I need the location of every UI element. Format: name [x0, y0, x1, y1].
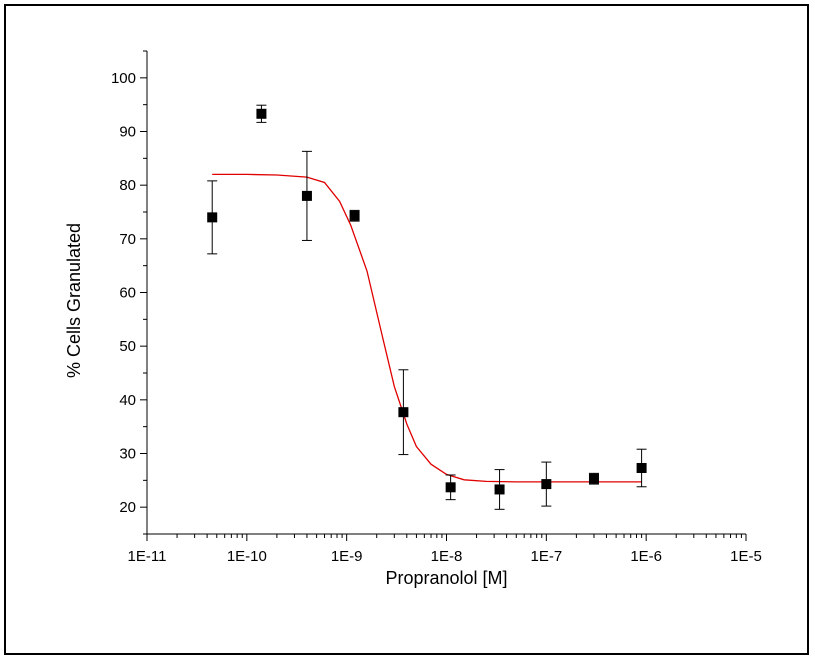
fit-line-layer [212, 173, 642, 483]
data-point [349, 210, 360, 221]
axes: 20 30 40 50 60 70 80 90 100 1E-11 1E-10 1E-9 1E-8 1E-… [111, 50, 762, 565]
y-tick-label: 20 [119, 499, 136, 516]
y-tick-label: 60 [119, 285, 136, 302]
y-tick-label: 40 [119, 392, 136, 409]
x-tick-label: 1E-5 [730, 548, 762, 565]
chart-frame [4, 4, 809, 655]
data-point [588, 473, 599, 484]
error-bar-layer [207, 104, 647, 510]
data-point [256, 108, 267, 119]
y-tick-label: 30 [119, 446, 136, 463]
x-tick-label: 1E-9 [331, 548, 363, 565]
data-point [636, 462, 647, 473]
x-tick-label: 1E-7 [530, 548, 562, 565]
y-tick-label: 90 [119, 124, 136, 141]
data-point-layer [207, 108, 647, 495]
x-tick-label: 1E-8 [431, 548, 463, 565]
data-point [494, 484, 505, 495]
y-tick-label: 50 [119, 338, 136, 355]
data-point [541, 479, 552, 490]
y-tick-label: 70 [119, 231, 136, 248]
y-axis-title: % Cells Granulated [64, 223, 84, 378]
x-tick-label: 1E-10 [227, 548, 267, 565]
x-tick-label: 1E-11 [128, 548, 167, 565]
data-point [445, 482, 456, 493]
data-point [398, 407, 409, 418]
x-axis-title: Propranolol [M] [385, 568, 507, 588]
y-tick-label: 80 [119, 177, 136, 194]
y-tick-label: 100 [111, 70, 136, 87]
fit-curve [212, 173, 642, 483]
data-point [301, 190, 312, 201]
data-point [207, 212, 218, 223]
x-tick-label: 1E-6 [630, 548, 662, 565]
